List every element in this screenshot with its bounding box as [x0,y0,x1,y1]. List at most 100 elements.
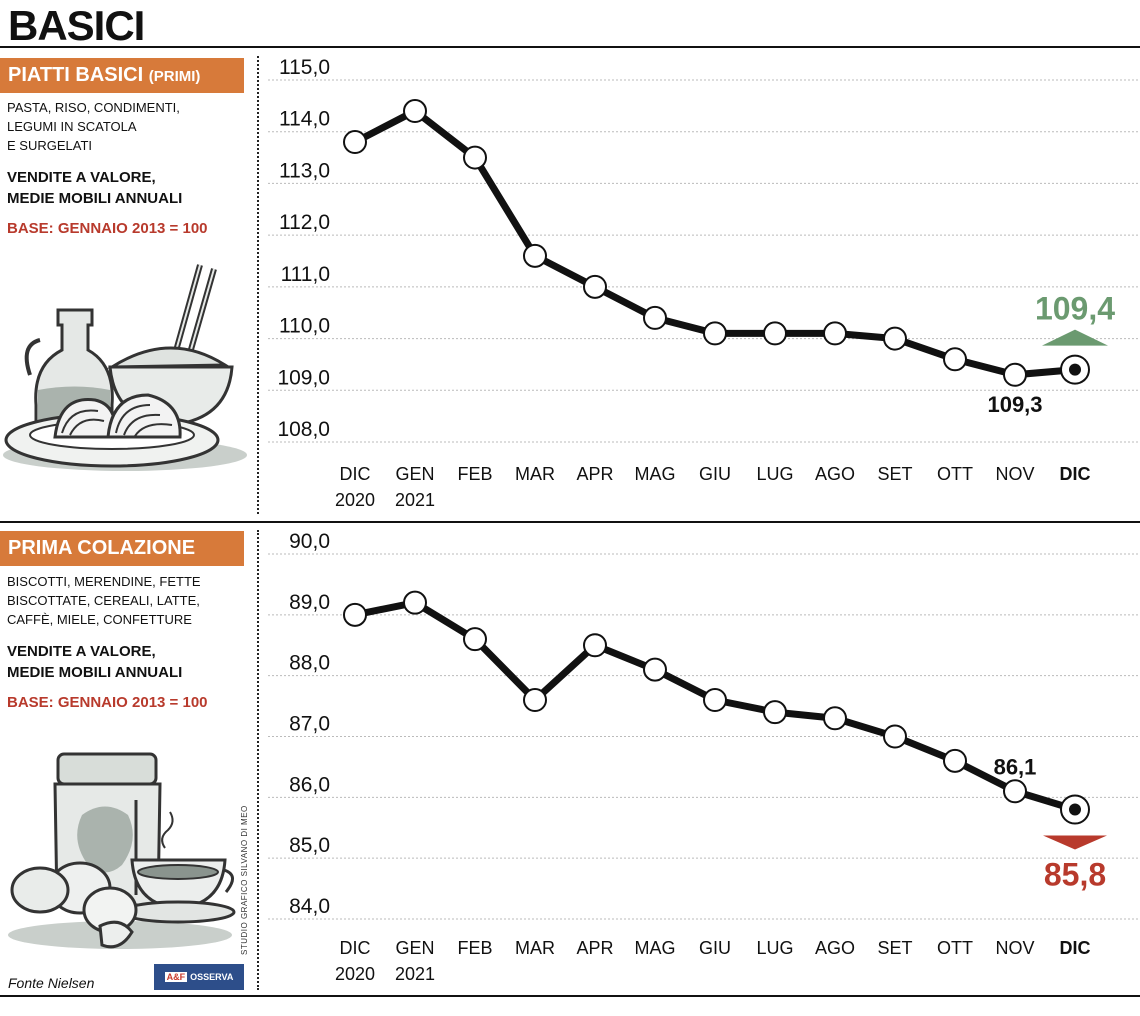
chart2-y-tick-label: 86,0 [289,773,330,796]
chart2-data-point [643,657,667,682]
chart2-x-tick-label: DIC [340,938,371,958]
panel-2-base-note: BASE: GENNAIO 2013 = 100 [7,694,208,711]
studio-credit: STUDIO GRAFICO SILVANO DI MEO [240,805,249,955]
chart2-data-point [583,633,607,658]
chart1-x-tick-label: DIC [340,464,371,484]
chart2-y-tick-label: 85,0 [289,834,330,857]
chart1-y-tick-label: 112,0 [279,211,330,234]
chart1-x-tick-label: SET [877,464,912,484]
chart1-y-tick-label: 108,0 [277,418,330,441]
chart1-x-tick-label: AGO [815,464,855,484]
chart1-data-point [943,347,967,372]
chart1-y-tick-label: 110,0 [279,315,330,338]
chart2-data-point [883,724,907,749]
panel-1-description: PASTA, RISO, CONDIMENTI, LEGUMI IN SCATO… [7,98,247,155]
chart2-data-point [343,602,367,627]
chart1-data-point [1003,362,1027,387]
panel-2-header: PRIMA COLAZIONE [0,531,244,566]
chart2-y-tick-label: 90,0 [289,530,330,553]
chart1-data-point [523,243,547,268]
panel-1-separator [257,56,259,514]
panel-1-desc-line: PASTA, RISO, CONDIMENTI, [7,100,180,115]
chart1-data-point [343,130,367,155]
chart2-x-tick-label: MAR [515,938,555,958]
chart2-x-tick-label: APR [576,938,613,958]
chart2-data-label: 85,8 [1044,857,1106,893]
chart1-y-tick-label: 113,0 [279,159,330,182]
chart2-x-tick-label: 2021 [395,964,435,984]
chart2-data-point [943,748,967,773]
chart2-y-tick-label: 89,0 [289,591,330,614]
panel-1-desc-line: LEGUMI IN SCATOLA [7,119,137,134]
chart1-x-tick-label: GEN [395,464,434,484]
chart1-data-point [643,305,667,330]
panel-1-measure: VENDITE A VALORE, MEDIE MOBILI ANNUALI [7,167,247,209]
chart1-data-point [463,145,487,170]
panel-1-header: PIATTI BASICI (PRIMI) [0,58,244,93]
middle-rule [0,521,1140,523]
bottom-rule [0,995,1140,997]
chart1-x-tick-label: MAR [515,464,555,484]
chart2-data-point [1003,779,1027,804]
chart2-data-point [703,688,727,712]
chart1-x-tick-label: DIC [1060,464,1091,484]
chart2-trend-down-arrow [1043,835,1107,850]
chart1-data-point [403,99,427,124]
panel-1-measure-line: VENDITE A VALORE, [7,169,156,186]
chart1-y-tick-label: 109,0 [277,366,330,389]
logo-text: OSSERVA ITALIA [184,972,234,1008]
chart1-x-tick-label: FEB [457,464,492,484]
chart2-x-tick-label: 2020 [335,964,375,984]
chart2-x-tick-label: GEN [395,938,434,958]
publisher-logo: A&F OSSERVA ITALIA [154,964,244,1008]
chart2-data-point-dot [1069,803,1081,816]
chart2-data-point [463,627,487,652]
chart1-x-tick-label: OTT [937,464,973,484]
chart2-y-tick-label: 88,0 [289,652,330,675]
chart1-x-tick-label: NOV [995,464,1034,484]
chart2-x-tick-label: MAG [634,938,675,958]
chart1-data-point [703,321,727,346]
chart2-data-label: 86,1 [994,754,1037,779]
page-title: BASICI [8,2,145,49]
panel-2-desc-line: BISCOTTATE, CEREALI, LATTE, [7,593,200,608]
chart1-trend-up-arrow [1042,329,1108,346]
chart1-x-tick-label: 2021 [395,490,435,510]
chart-prima-colazione: 84,0 85,0 86,0 87,0 88,0 89,0 90,0 DIC 2020 GEN 20… [268,530,1140,984]
chart1-data-label: 109,3 [987,392,1042,417]
chart2-x-tick-label: LUG [756,938,793,958]
chart1-y-tick-label: 111,0 [281,263,330,286]
chart2-x-tick-label: DIC [1060,938,1091,958]
chart1-x-tick-label: GIU [699,464,731,484]
panel-2-desc-line: BISCOTTI, MERENDINE, FETTE [7,574,201,589]
panel-1-header-main: PIATTI BASICI [8,64,144,86]
chart1-data-point [883,326,907,351]
breakfast-illustration [8,752,236,949]
chart1-x-tick-label: 2020 [335,490,375,510]
chart1-data-point-dot [1069,363,1081,376]
chart1-x-tick-label: LUG [756,464,793,484]
chart2-x-tick-label: GIU [699,938,731,958]
logo-mark: A&F [164,972,188,982]
panel-1-base-note: BASE: GENNAIO 2013 = 100 [7,220,208,237]
chart1-y-tick-label: 115,0 [279,56,330,79]
panel-1-header-sub: (PRIMI) [148,68,201,85]
chart-piatti-basici: 108,0 109,0 110,0 111,0 112,0 113,0 114,0 115,0… [268,56,1140,510]
chart2-x-tick-label: FEB [457,938,492,958]
chart2-data-point [403,590,427,615]
panel-1-desc-line: E SURGELATI [7,138,93,153]
chart2-y-tick-label: 84,0 [289,895,330,918]
chart1-data-point [763,321,787,346]
panel-2-measure: VENDITE A VALORE, MEDIE MOBILI ANNUALI [7,641,247,683]
panel-2-measure-line: MEDIE MOBILI ANNUALI [7,664,183,681]
pasta-plate-illustration [3,264,247,471]
panel-2-description: BISCOTTI, MERENDINE, FETTE BISCOTTATE, C… [7,572,247,629]
chart1-x-tick-label: MAG [634,464,675,484]
top-rule [0,46,1140,48]
source-note: Fonte Nielsen [8,975,95,991]
chart2-x-tick-label: OTT [937,938,973,958]
chart2-x-tick-label: AGO [815,938,855,958]
chart1-data-point [583,274,607,299]
chart2-data-point [523,688,547,712]
chart1-data-point [823,321,847,346]
